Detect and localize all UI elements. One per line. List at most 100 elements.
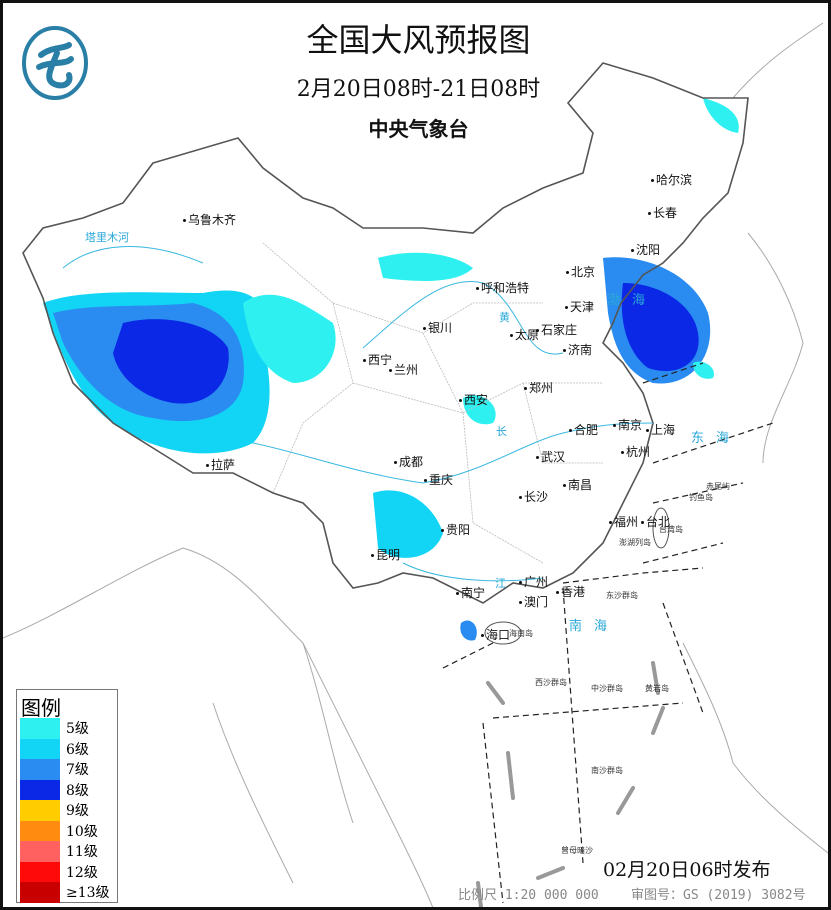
map-canvas bbox=[3, 22, 828, 907]
issuer: 中央气象台 bbox=[368, 117, 469, 141]
legend-swatch bbox=[20, 718, 60, 739]
city-label: 银川 bbox=[423, 319, 452, 336]
city-label: 长春 bbox=[648, 204, 677, 221]
wind-area-level-5 bbox=[378, 252, 473, 281]
city-label: 香港 bbox=[556, 583, 585, 600]
legend-title: 图例 bbox=[21, 696, 61, 720]
legend: 图例 5级 6级 7级 8级 9级 10级 11级 12级 ≥13级 bbox=[16, 689, 118, 903]
neighbor-coastlines bbox=[3, 22, 828, 907]
legend-item: 7级 bbox=[17, 759, 117, 780]
city-label: 福州 bbox=[609, 513, 638, 530]
wind-area-level-7 bbox=[460, 620, 477, 641]
island-label: 海南岛 bbox=[509, 629, 533, 638]
legend-label: 11级 bbox=[66, 844, 98, 861]
legend-swatch bbox=[20, 882, 60, 903]
maritime-boundary bbox=[442, 362, 774, 904]
legend-item: 11级 bbox=[17, 841, 117, 862]
city-label: 台北 bbox=[641, 513, 670, 530]
city-label: 南宁 bbox=[456, 584, 485, 601]
wind-level-6-areas bbox=[43, 98, 739, 641]
map-title: 全国大风预报图 bbox=[306, 21, 531, 59]
legend-item: 9级 bbox=[17, 800, 117, 821]
legend-swatch bbox=[20, 759, 60, 780]
legend-label: 8级 bbox=[66, 782, 89, 799]
city-label: 哈尔滨 bbox=[651, 171, 692, 188]
review-number: 审图号：GS (2019) 3082号 bbox=[631, 888, 806, 903]
city-label: 重庆 bbox=[424, 471, 453, 488]
forecast-period: 2月20日08时-21日08时 bbox=[296, 77, 541, 102]
wind-area-level-6 bbox=[693, 361, 714, 379]
city-label: 拉萨 bbox=[206, 456, 235, 473]
city-label: 南昌 bbox=[563, 476, 592, 493]
city-label: 昆明 bbox=[371, 546, 400, 563]
city-label: 天津 bbox=[565, 298, 594, 315]
wind-area-level-8 bbox=[621, 283, 699, 372]
legend-label: ≥13级 bbox=[66, 885, 110, 902]
island-label: 赤尾屿 bbox=[706, 482, 730, 491]
city-label: 杭州 bbox=[621, 443, 650, 460]
island-label: 南沙群岛 bbox=[591, 766, 623, 775]
legend-label: 7级 bbox=[66, 762, 89, 779]
river-label: 江 bbox=[495, 577, 506, 590]
legend-swatch bbox=[20, 820, 60, 841]
city-label: 北京 bbox=[566, 263, 595, 280]
island-label: 台湾岛 bbox=[659, 525, 683, 534]
wind-area-level-5 bbox=[243, 294, 336, 383]
legend-item: 8级 bbox=[17, 779, 117, 800]
city-label: 上海 bbox=[646, 421, 675, 438]
island-label: 澎湖列岛 bbox=[619, 538, 651, 547]
sea-label: 渤海 bbox=[607, 293, 658, 308]
legend-label: 9级 bbox=[66, 803, 89, 820]
river-label: 塔里木河 bbox=[85, 231, 129, 244]
legend-item: 12级 bbox=[17, 861, 117, 882]
legend-item: ≥13级 bbox=[17, 882, 117, 903]
issued-time: 02月20日06时发布 bbox=[603, 859, 771, 881]
city-label: 长沙 bbox=[519, 488, 548, 505]
city-label: 兰州 bbox=[389, 361, 418, 378]
legend-swatch bbox=[20, 800, 60, 821]
city-label: 武汉 bbox=[536, 448, 565, 465]
island-label: 钓鱼岛 bbox=[689, 493, 713, 502]
river-label: 黄 bbox=[499, 311, 510, 324]
legend-item: 6级 bbox=[17, 738, 117, 759]
legend-item: 5级 bbox=[17, 718, 117, 739]
river-label: 长 bbox=[496, 425, 507, 438]
city-label: 南京 bbox=[613, 416, 642, 433]
legend-label: 6级 bbox=[66, 741, 89, 758]
map-scale: 比例尺 1:20 000 000 bbox=[458, 888, 599, 903]
wind-area-level-5 bbox=[703, 98, 739, 133]
city-label: 太原 bbox=[510, 326, 539, 343]
island-label: 东沙群岛 bbox=[606, 591, 638, 600]
wind-area-level-6 bbox=[373, 490, 443, 558]
city-label: 西安 bbox=[459, 391, 488, 408]
island-label: 黄岩岛 bbox=[645, 684, 669, 693]
cma-logo-icon bbox=[22, 26, 88, 100]
city-label: 西宁 bbox=[363, 351, 392, 368]
legend-label: 10级 bbox=[66, 823, 98, 840]
city-label: 贵阳 bbox=[441, 521, 470, 538]
legend-swatch bbox=[20, 841, 60, 862]
city-label: 济南 bbox=[563, 341, 592, 358]
legend-swatch bbox=[20, 779, 60, 800]
city-label: 合肥 bbox=[569, 421, 598, 438]
city-label: 呼和浩特 bbox=[476, 279, 529, 296]
wind-area-level-8 bbox=[113, 319, 229, 404]
city-label: 广州 bbox=[519, 573, 548, 590]
legend-label: 5级 bbox=[66, 721, 89, 738]
sea-label: 南海 bbox=[569, 619, 620, 634]
legend-swatch bbox=[20, 738, 60, 759]
city-label: 澳门 bbox=[519, 593, 548, 610]
sea-label: 东海 bbox=[691, 431, 742, 446]
island-label: 西沙群岛 bbox=[535, 678, 567, 687]
city-label: 石家庄 bbox=[536, 321, 577, 338]
city-label: 沈阳 bbox=[631, 241, 660, 258]
province-borders bbox=[262, 242, 603, 564]
legend-item: 10级 bbox=[17, 820, 117, 841]
legend-swatch bbox=[20, 861, 60, 882]
south-sea-dash-line bbox=[476, 661, 665, 907]
city-label: 海口 bbox=[481, 626, 510, 643]
city-label: 乌鲁木齐 bbox=[183, 211, 236, 228]
island-label: 曾母暗沙 bbox=[561, 846, 593, 855]
city-label: 郑州 bbox=[524, 379, 553, 396]
